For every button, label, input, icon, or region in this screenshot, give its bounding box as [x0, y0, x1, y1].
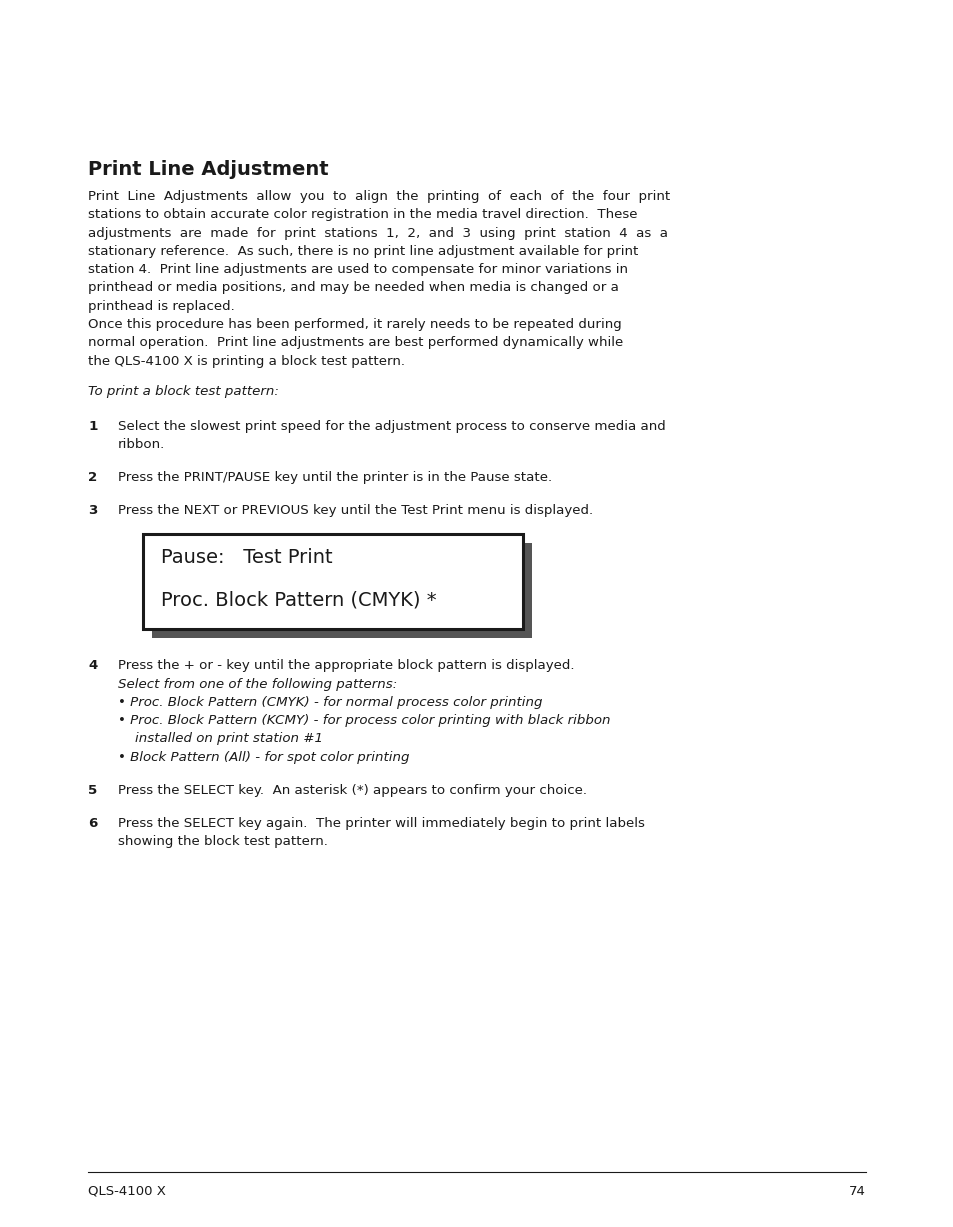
Text: normal operation.  Print line adjustments are best performed dynamically while: normal operation. Print line adjustments… — [88, 336, 622, 350]
FancyBboxPatch shape — [152, 544, 532, 638]
Text: Press the PRINT/PAUSE key until the printer is in the Pause state.: Press the PRINT/PAUSE key until the prin… — [118, 471, 552, 485]
Text: adjustments  are  made  for  print  stations  1,  2,  and  3  using  print  stat: adjustments are made for print stations … — [88, 227, 667, 239]
Text: Press the + or - key until the appropriate block pattern is displayed.: Press the + or - key until the appropria… — [118, 659, 574, 672]
Text: 6: 6 — [88, 817, 97, 829]
Text: 1: 1 — [88, 420, 97, 433]
Text: Print Line Adjustment: Print Line Adjustment — [88, 160, 328, 179]
Text: Press the SELECT key.  An asterisk (*) appears to confirm your choice.: Press the SELECT key. An asterisk (*) ap… — [118, 784, 586, 796]
Text: showing the block test pattern.: showing the block test pattern. — [118, 836, 328, 848]
Text: Print  Line  Adjustments  allow  you  to  align  the  printing  of  each  of  th: Print Line Adjustments allow you to alig… — [88, 190, 670, 202]
Text: Proc. Block Pattern (CMYK) *: Proc. Block Pattern (CMYK) * — [161, 590, 436, 610]
Text: 74: 74 — [848, 1185, 865, 1198]
Text: ribbon.: ribbon. — [118, 438, 165, 452]
Text: the QLS-4100 X is printing a block test pattern.: the QLS-4100 X is printing a block test … — [88, 355, 405, 368]
Text: stationary reference.  As such, there is no print line adjustment available for : stationary reference. As such, there is … — [88, 245, 638, 258]
Text: printhead or media positions, and may be needed when media is changed or a: printhead or media positions, and may be… — [88, 281, 618, 294]
Text: stations to obtain accurate color registration in the media travel direction.  T: stations to obtain accurate color regist… — [88, 209, 637, 221]
Text: • Proc. Block Pattern (KCMY) - for process color printing with black ribbon: • Proc. Block Pattern (KCMY) - for proce… — [118, 714, 610, 728]
Text: 2: 2 — [88, 471, 97, 485]
Text: Select from one of the following patterns:: Select from one of the following pattern… — [118, 677, 396, 691]
Text: Press the NEXT or PREVIOUS key until the Test Print menu is displayed.: Press the NEXT or PREVIOUS key until the… — [118, 504, 593, 518]
Text: Press the SELECT key again.  The printer will immediately begin to print labels: Press the SELECT key again. The printer … — [118, 817, 644, 829]
Text: Once this procedure has been performed, it rarely needs to be repeated during: Once this procedure has been performed, … — [88, 318, 621, 331]
Text: Select the slowest print speed for the adjustment process to conserve media and: Select the slowest print speed for the a… — [118, 420, 665, 433]
Text: To print a block test pattern:: To print a block test pattern: — [88, 385, 278, 398]
Text: station 4.  Print line adjustments are used to compensate for minor variations i: station 4. Print line adjustments are us… — [88, 264, 627, 276]
FancyBboxPatch shape — [143, 534, 522, 629]
Text: 3: 3 — [88, 504, 97, 518]
Text: • Block Pattern (All) - for spot color printing: • Block Pattern (All) - for spot color p… — [118, 751, 409, 763]
Text: 5: 5 — [88, 784, 97, 796]
Text: • Proc. Block Pattern (CMYK) - for normal process color printing: • Proc. Block Pattern (CMYK) - for norma… — [118, 696, 542, 709]
Text: installed on print station #1: installed on print station #1 — [135, 733, 323, 746]
Text: Pause:   Test Print: Pause: Test Print — [161, 548, 333, 567]
Text: printhead is replaced.: printhead is replaced. — [88, 299, 234, 313]
Text: 4: 4 — [88, 659, 97, 672]
Text: QLS-4100 X: QLS-4100 X — [88, 1185, 166, 1198]
